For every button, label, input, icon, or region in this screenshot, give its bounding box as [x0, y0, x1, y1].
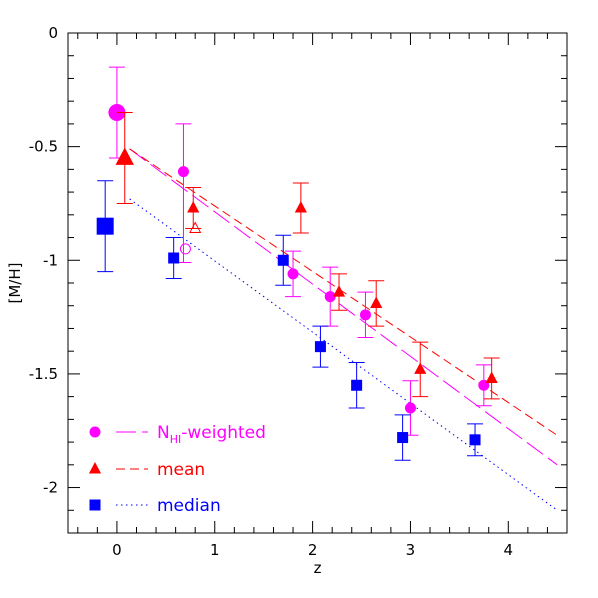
- plot-frame: [67, 32, 568, 534]
- mean-point: [187, 201, 200, 213]
- median-point: [314, 341, 326, 353]
- N_HI-weighted-legend-label: NHI-weighted: [157, 423, 266, 446]
- x-tick-label: 3: [406, 541, 416, 559]
- y-tick-label: -2: [43, 479, 58, 497]
- x-axis-title: z: [314, 559, 322, 577]
- y-tick-label: -0.5: [29, 138, 58, 156]
- y-tick-label: -1.5: [29, 365, 58, 383]
- x-tick-label: 0: [112, 541, 122, 559]
- mean-point: [332, 285, 346, 297]
- N_HI-weighted-point: [324, 291, 336, 303]
- N_HI-weighted-legend-marker: [89, 426, 101, 438]
- mean-point: [485, 371, 498, 383]
- median-point: [168, 252, 180, 264]
- mean-point: [370, 296, 383, 308]
- y-axis-title: [M/H]: [6, 263, 24, 304]
- x-tick-label: 2: [308, 541, 318, 559]
- y-tick-label: -1: [43, 251, 58, 269]
- N_HI-weighted-point: [359, 309, 371, 321]
- median-point: [277, 254, 289, 266]
- mean-legend-label: mean: [157, 460, 205, 480]
- x-tick-label: 1: [210, 541, 220, 559]
- mean-point: [115, 147, 134, 165]
- median-point: [96, 217, 114, 235]
- N_HI-weighted-point: [404, 402, 416, 414]
- mean-fit-line: [129, 148, 558, 436]
- N_HI-weighted-point: [177, 166, 189, 178]
- mean-point: [189, 221, 202, 233]
- mean-legend-marker: [88, 462, 102, 474]
- median-fit-line: [129, 198, 558, 511]
- N_HI-weighted-fit-line: [129, 148, 558, 466]
- mean-point: [294, 201, 307, 213]
- y-tick-label: 0: [48, 24, 58, 42]
- N_HI-weighted-point: [179, 243, 191, 255]
- median-legend-label: median: [157, 496, 221, 516]
- median-legend-marker: [89, 499, 101, 511]
- median-point: [469, 434, 481, 446]
- x-tick-label: 4: [504, 541, 514, 559]
- median-point: [351, 379, 363, 391]
- median-point: [397, 432, 409, 444]
- mean-point: [414, 362, 427, 374]
- N_HI-weighted-point: [287, 268, 299, 280]
